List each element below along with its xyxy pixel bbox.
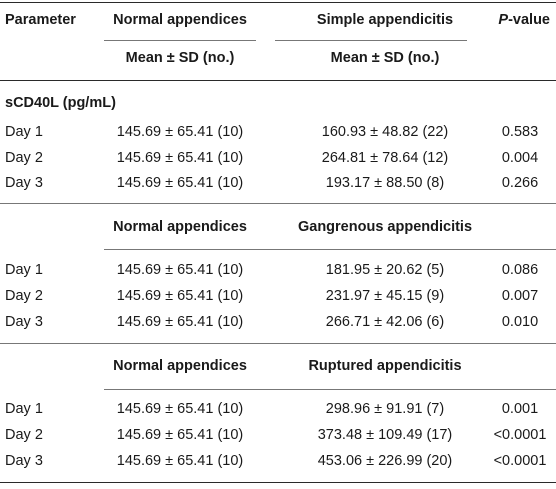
- header-mean-sd-a: Mean ± SD (no.): [125, 50, 235, 66]
- s2-header-normal-appendices: Normal appendices: [113, 358, 247, 374]
- s2-header-rule: [104, 389, 556, 390]
- section-0-bottom-rule: [0, 203, 556, 204]
- s1-row3-normal: 145.69 ± 65.41 (10): [116, 314, 244, 330]
- s2-row1-day: Day 1: [5, 401, 43, 417]
- s0-row1-other: 160.93 ± 48.82 (22): [321, 124, 449, 140]
- s1-header-rule: [104, 249, 556, 250]
- s0-row2-other: 264.81 ± 78.64 (12): [321, 150, 449, 166]
- s0-row1-day: Day 1: [5, 124, 43, 140]
- s1-row2-normal: 145.69 ± 65.41 (10): [116, 288, 244, 304]
- s2-row2-day: Day 2: [5, 427, 43, 443]
- s2-row2-normal: 145.69 ± 65.41 (10): [116, 427, 244, 443]
- s1-row1-day: Day 1: [5, 262, 43, 278]
- header-normal-appendices: Normal appendices: [113, 12, 247, 28]
- header-bottom-rule: [0, 80, 556, 81]
- s1-row3-other: 266.71 ± 42.06 (6): [325, 314, 445, 330]
- header-group-a-underline: [104, 40, 256, 41]
- s2-header-ruptured-appendicitis: Ruptured appendicitis: [308, 358, 462, 374]
- header-parameter: Parameter: [5, 12, 76, 28]
- s2-row3-other: 453.06 ± 226.99 (20): [317, 453, 453, 469]
- s2-row3-p: <0.0001: [493, 453, 547, 469]
- table-top-rule: [0, 2, 556, 3]
- s0-row1-p: 0.583: [501, 124, 539, 140]
- s1-row2-p: 0.007: [501, 288, 539, 304]
- s0-row3-day: Day 3: [5, 175, 43, 191]
- s2-row1-other: 298.96 ± 91.91 (7): [325, 401, 445, 417]
- s1-row3-p: 0.010: [501, 314, 539, 330]
- s0-row2-normal: 145.69 ± 65.41 (10): [116, 150, 244, 166]
- s0-row2-day: Day 2: [5, 150, 43, 166]
- header-p-italic: P: [498, 12, 509, 28]
- header-group-b-underline: [275, 40, 467, 41]
- s2-row3-normal: 145.69 ± 65.41 (10): [116, 453, 244, 469]
- s1-row3-day: Day 3: [5, 314, 43, 330]
- s1-row1-p: 0.086: [501, 262, 539, 278]
- header-p-value: P-value: [498, 11, 550, 29]
- s0-row3-other: 193.17 ± 88.50 (8): [325, 175, 445, 191]
- s1-row1-other: 181.95 ± 20.62 (5): [325, 262, 445, 278]
- header-p-suffix: -value: [508, 12, 550, 28]
- s2-row2-other: 373.48 ± 109.49 (17): [317, 427, 453, 443]
- s1-header-gangrenous-appendicitis: Gangrenous appendicitis: [297, 219, 473, 235]
- table-bottom-rule: [0, 482, 556, 483]
- s0-row3-normal: 145.69 ± 65.41 (10): [116, 175, 244, 191]
- s1-row1-normal: 145.69 ± 65.41 (10): [116, 262, 244, 278]
- s1-row2-other: 231.97 ± 45.15 (9): [325, 288, 445, 304]
- s2-row1-p: 0.001: [501, 401, 539, 417]
- s0-row3-p: 0.266: [501, 175, 539, 191]
- s2-row3-day: Day 3: [5, 453, 43, 469]
- s2-row2-p: <0.0001: [493, 427, 547, 443]
- s1-header-normal-appendices: Normal appendices: [113, 219, 247, 235]
- header-simple-appendicitis: Simple appendicitis: [316, 12, 454, 28]
- section-title: sCD40L (pg/mL): [5, 95, 116, 111]
- s0-row2-p: 0.004: [501, 150, 539, 166]
- section-1-bottom-rule: [0, 343, 556, 344]
- s1-row2-day: Day 2: [5, 288, 43, 304]
- header-mean-sd-b: Mean ± SD (no.): [330, 50, 440, 66]
- s2-row1-normal: 145.69 ± 65.41 (10): [116, 401, 244, 417]
- s0-row1-normal: 145.69 ± 65.41 (10): [116, 124, 244, 140]
